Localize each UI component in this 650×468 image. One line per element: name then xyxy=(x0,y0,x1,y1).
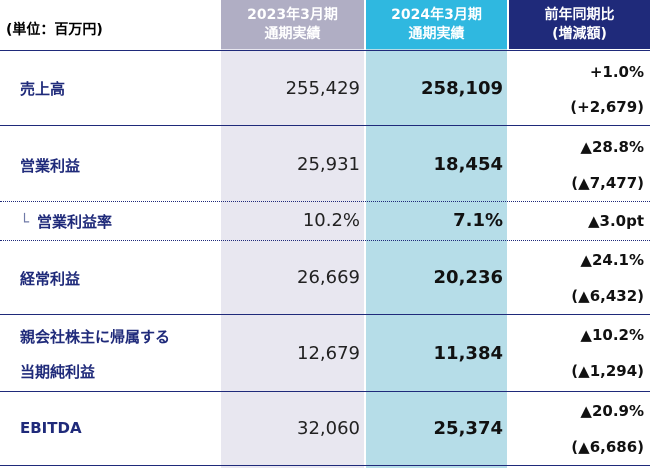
row-label-op-income: 営業利益 xyxy=(20,157,81,175)
header-fy2023-line2: 通期実績 xyxy=(264,25,321,42)
op-income-yoy-amount: (▲7,477) xyxy=(571,174,644,192)
sales-yoy-pct: +1.0% xyxy=(589,63,644,81)
divider xyxy=(0,125,650,126)
row-label-sales: 売上高 xyxy=(20,80,66,98)
ordinary-yoy-pct: ▲24.1% xyxy=(580,251,644,269)
header-fy2023-line1: 2023年3月期 xyxy=(247,6,338,23)
ebitda-yoy-pct: ▲20.9% xyxy=(580,402,644,420)
divider xyxy=(0,314,650,315)
net-income-yoy-pct: ▲10.2% xyxy=(580,326,644,344)
ebitda-fy2024: 25,374 xyxy=(433,418,503,439)
op-income-yoy-pct: ▲28.8% xyxy=(580,138,644,156)
divider xyxy=(0,391,650,392)
header-yoy: 前年同期比 (増減額) xyxy=(509,0,650,49)
op-margin-yoy: ▲3.0pt xyxy=(587,212,644,230)
row-label-op-margin: └ 営業利益率 xyxy=(20,211,112,232)
subitem-prefix: └ xyxy=(20,212,30,231)
sales-fy2024: 258,109 xyxy=(421,78,503,99)
net-income-fy2024: 11,384 xyxy=(433,343,503,364)
column-band-2023 xyxy=(221,0,364,468)
row-label-net-income-line2: 当期純利益 xyxy=(20,363,96,381)
op-margin-fy2024: 7.1% xyxy=(453,210,503,231)
divider xyxy=(0,50,650,51)
ordinary-fy2023: 26,669 xyxy=(297,267,360,288)
op-income-fy2024: 18,454 xyxy=(433,154,503,175)
header-yoy-line2: (増減額) xyxy=(552,25,607,42)
row-label-net-income-line1: 親会社株主に帰属する xyxy=(20,328,171,346)
header-fy2023: 2023年3月期 通期実績 xyxy=(221,0,364,49)
header-fy2024-line2: 通期実績 xyxy=(408,25,465,42)
ebitda-yoy-amount: (▲6,686) xyxy=(571,438,644,456)
header-yoy-line1: 前年同期比 xyxy=(544,6,615,23)
net-income-yoy-amount: (▲1,294) xyxy=(571,362,644,380)
unit-label: (単位：百万円) xyxy=(6,22,103,38)
divider xyxy=(0,201,650,202)
ebitda-fy2023: 32,060 xyxy=(297,418,360,439)
divider xyxy=(0,240,650,241)
row-label-ebitda: EBITDA xyxy=(20,419,82,437)
op-income-fy2023: 25,931 xyxy=(297,154,360,175)
sales-fy2023: 255,429 xyxy=(285,78,360,99)
column-band-2024 xyxy=(366,0,507,468)
divider xyxy=(0,465,650,466)
header-fy2024-line1: 2024年3月期 xyxy=(391,6,482,23)
row-label-ordinary: 経常利益 xyxy=(20,270,81,288)
sales-yoy-amount: (+2,679) xyxy=(570,98,644,116)
op-margin-fy2023: 10.2% xyxy=(302,210,360,231)
row-label-op-margin-text: 営業利益率 xyxy=(37,213,113,231)
ordinary-fy2024: 20,236 xyxy=(433,267,503,288)
ordinary-yoy-amount: (▲6,432) xyxy=(571,287,644,305)
header-fy2024: 2024年3月期 通期実績 xyxy=(366,0,507,49)
net-income-fy2023: 12,679 xyxy=(297,343,360,364)
